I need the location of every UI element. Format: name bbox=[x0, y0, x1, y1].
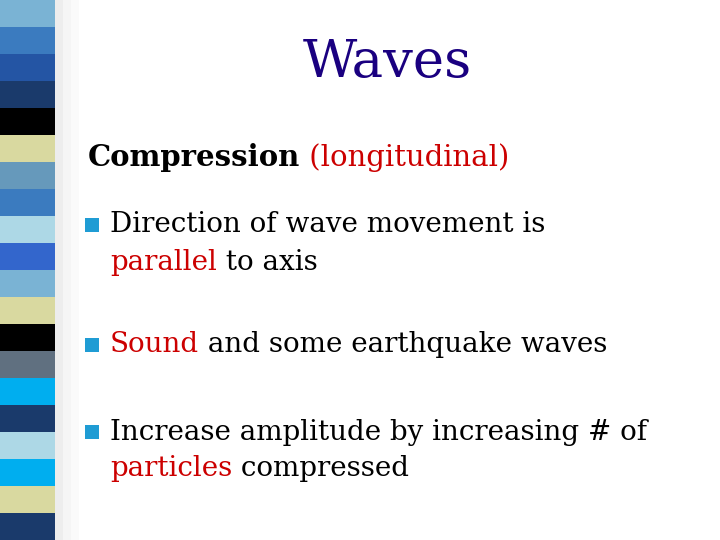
Bar bbox=[0, 324, 55, 351]
Bar bbox=[0, 405, 55, 432]
Bar bbox=[0, 189, 55, 216]
Text: Compression: Compression bbox=[88, 144, 300, 172]
Bar bbox=[55, 0, 63, 540]
Bar bbox=[0, 513, 55, 540]
Bar bbox=[85, 338, 99, 352]
Text: Direction of wave movement is: Direction of wave movement is bbox=[110, 212, 545, 239]
Bar bbox=[0, 486, 55, 513]
Text: and some earthquake waves: and some earthquake waves bbox=[199, 332, 608, 359]
Bar bbox=[85, 425, 99, 439]
Bar bbox=[0, 351, 55, 378]
Text: to axis: to axis bbox=[217, 248, 318, 275]
Bar bbox=[0, 297, 55, 324]
Bar bbox=[0, 0, 55, 27]
Bar bbox=[63, 0, 71, 540]
Bar bbox=[71, 0, 79, 540]
Text: parallel: parallel bbox=[110, 248, 217, 275]
Bar bbox=[85, 218, 99, 232]
Bar bbox=[0, 81, 55, 108]
Text: particles: particles bbox=[110, 455, 233, 482]
Text: Waves: Waves bbox=[303, 37, 472, 87]
Text: (longitudinal): (longitudinal) bbox=[300, 144, 510, 172]
Bar bbox=[0, 378, 55, 405]
Text: Increase amplitude by increasing # of: Increase amplitude by increasing # of bbox=[110, 418, 647, 445]
Bar bbox=[0, 216, 55, 243]
Bar bbox=[0, 54, 55, 81]
Bar bbox=[0, 108, 55, 135]
Bar bbox=[0, 459, 55, 486]
Bar bbox=[0, 135, 55, 162]
Bar bbox=[0, 243, 55, 270]
Bar bbox=[0, 162, 55, 189]
Bar bbox=[0, 27, 55, 54]
Text: compressed: compressed bbox=[233, 455, 409, 482]
Text: Sound: Sound bbox=[110, 332, 199, 359]
Bar bbox=[0, 432, 55, 459]
Bar bbox=[0, 270, 55, 297]
